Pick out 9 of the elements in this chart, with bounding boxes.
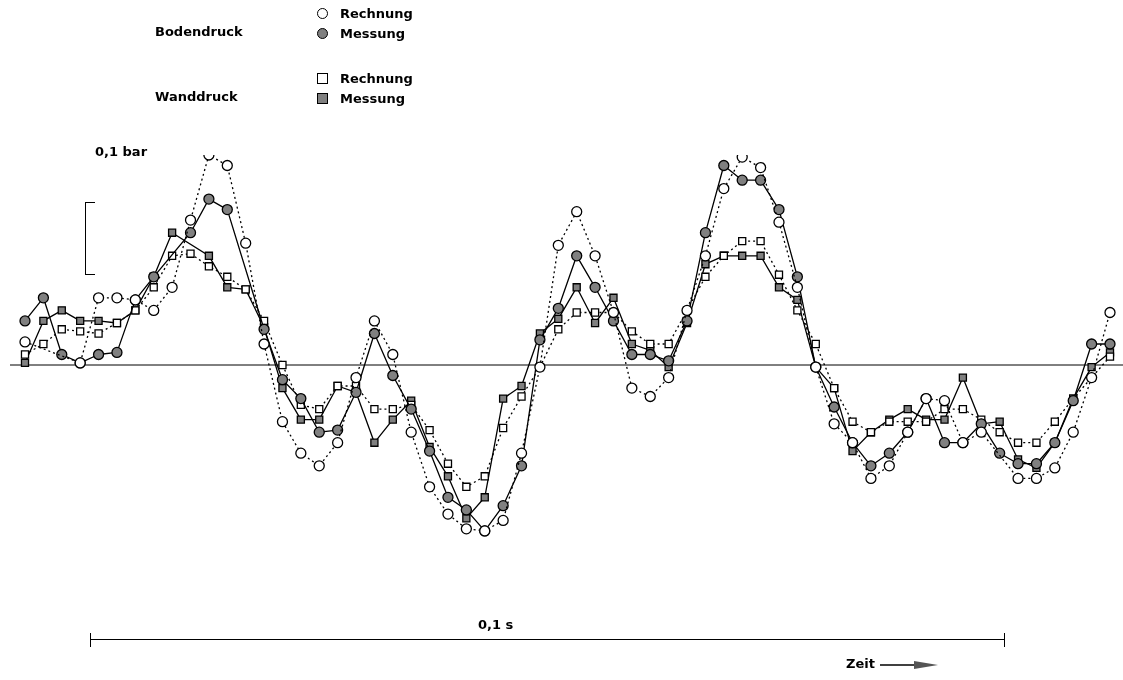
- text: Zeit: [846, 656, 875, 671]
- legend-label: Rechnung: [340, 6, 413, 21]
- annotation: 0,1 bar: [95, 144, 148, 159]
- text: Bodendruck: [155, 24, 243, 39]
- legend-label: Messung: [340, 26, 406, 41]
- text: Wanddruck: [155, 89, 238, 104]
- legend-label: Messung: [340, 91, 406, 106]
- legend-label: Rechnung: [340, 71, 413, 86]
- text: 0,1 s: [478, 617, 514, 632]
